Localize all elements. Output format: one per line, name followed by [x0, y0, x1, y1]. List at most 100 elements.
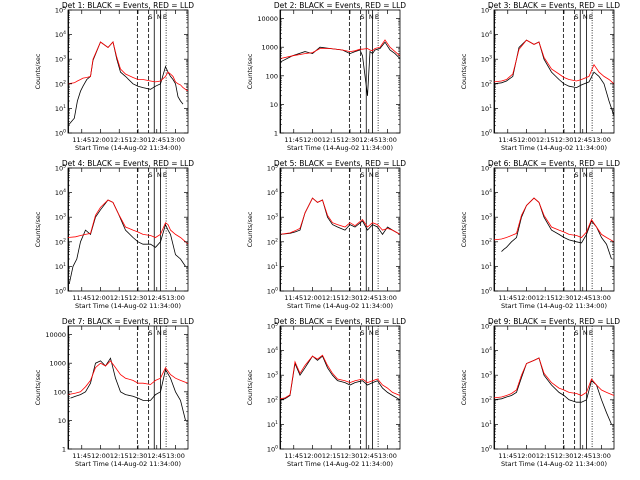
y-tick-label: 10000 — [257, 15, 278, 23]
x-tick-label: 13:00 — [378, 294, 397, 302]
y-tick-label: 103 — [481, 213, 492, 222]
y-tick-label: 100 — [481, 129, 492, 138]
x-tick-label: 13:00 — [592, 452, 611, 460]
marker-label: E — [375, 329, 379, 337]
y-tick-label: 101 — [481, 420, 492, 429]
marker-label: N — [583, 329, 588, 337]
detector-panel-9: S N E Det 9: BLACK = Events, RED = LLD 11:45… — [460, 317, 620, 468]
x-tick-label: 12:00 — [303, 294, 322, 302]
marker-label: N — [583, 13, 588, 21]
y-tick-label: 102 — [267, 237, 278, 246]
x-tick-label: 12:15 — [110, 452, 129, 460]
y-tick-label: 10000 — [45, 331, 66, 339]
panel-title: Det 8: BLACK = Events, RED = LLD — [274, 317, 406, 326]
y-axis-label: Counts/sec — [34, 53, 42, 89]
plot-frame — [279, 9, 401, 134]
y-tick-label: 105 — [55, 164, 66, 173]
plot-frame — [67, 167, 189, 292]
y-axis-label: Counts/sec — [246, 369, 254, 405]
y-tick-label: 100 — [267, 445, 278, 454]
y-axis-label: Counts/sec — [246, 211, 254, 247]
y-axis-label: Counts/sec — [460, 369, 468, 405]
marker-label: N — [157, 171, 162, 179]
marker-label: E — [375, 13, 379, 21]
x-axis-label: Start Time (14-Aug-02 11:34:00) — [75, 144, 181, 152]
events-series-line — [493, 357, 612, 425]
detector-panel-5: S N E Det 5: BLACK = Events, RED = LLD 11:45… — [246, 159, 406, 310]
y-tick-label: 103 — [481, 371, 492, 380]
x-tick-label: 12:00 — [517, 294, 536, 302]
y-tick-label: 104 — [55, 30, 66, 39]
marker-label: S — [148, 171, 152, 179]
detector-panel-6: S N E Det 6: BLACK = Events, RED = LLD 11:45… — [460, 159, 620, 310]
lld-series-line — [67, 360, 189, 395]
x-tick-label: 12:15 — [322, 452, 341, 460]
marker-label: E — [589, 329, 593, 337]
x-axis-label: Start Time (14-Aug-02 11:34:00) — [75, 460, 181, 468]
y-tick-label: 10 — [270, 101, 278, 109]
events-series-line — [279, 355, 401, 401]
x-tick-label: 12:15 — [536, 294, 555, 302]
x-tick-label: 12:45 — [359, 294, 378, 302]
x-tick-label: 12:30 — [341, 136, 360, 144]
detector-panel-4: S N E Det 4: BLACK = Events, RED = LLD 11:45… — [34, 159, 194, 310]
x-tick-label: 12:00 — [91, 294, 110, 302]
y-tick-label: 105 — [267, 322, 278, 331]
x-tick-label: 12:00 — [303, 136, 322, 144]
x-tick-label: 11:45 — [284, 136, 303, 144]
x-tick-label: 11:45 — [498, 136, 517, 144]
x-tick-label: 13:00 — [378, 452, 397, 460]
y-axis-label: Counts/sec — [460, 211, 468, 247]
panel-title: Det 7: BLACK = Events, RED = LLD — [62, 317, 194, 326]
detector-panel-8: S N E Det 8: BLACK = Events, RED = LLD 11:45… — [246, 317, 406, 468]
y-tick-label: 1 — [62, 446, 66, 454]
x-tick-label: 12:45 — [573, 136, 592, 144]
plot-frame — [67, 9, 189, 134]
y-tick-label: 100 — [55, 129, 66, 138]
y-tick-label: 1000 — [49, 360, 66, 368]
x-tick-label: 12:00 — [517, 452, 536, 460]
detector-panel-3: S N E Det 3: BLACK = Events, RED = LLD 11:45… — [460, 1, 620, 152]
lld-series-line — [67, 41, 189, 92]
x-tick-label: 12:45 — [573, 294, 592, 302]
marker-label: S — [360, 171, 364, 179]
y-tick-label: 101 — [267, 420, 278, 429]
x-tick-label: 13:00 — [166, 452, 185, 460]
marker-label: S — [360, 329, 364, 337]
x-axis-label: Start Time (14-Aug-02 11:34:00) — [501, 460, 607, 468]
lld-series-line — [493, 357, 615, 399]
y-tick-label: 101 — [267, 262, 278, 271]
events-series-line — [67, 41, 184, 126]
events-series-line — [493, 39, 615, 116]
x-tick-label: 12:15 — [322, 136, 341, 144]
panel-title: Det 6: BLACK = Events, RED = LLD — [488, 159, 620, 168]
panel-title: Det 5: BLACK = Events, RED = LLD — [274, 159, 406, 168]
lld-series-line — [279, 39, 401, 59]
x-tick-label: 12:30 — [555, 294, 574, 302]
y-tick-label: 105 — [267, 164, 278, 173]
y-tick-label: 10 — [58, 417, 66, 425]
x-tick-label: 12:45 — [573, 452, 592, 460]
x-tick-label: 11:45 — [72, 452, 91, 460]
x-tick-label: 11:45 — [284, 452, 303, 460]
marker-label: E — [589, 13, 593, 21]
plot-frame — [279, 167, 401, 292]
x-tick-label: 11:45 — [72, 294, 91, 302]
panel-title: Det 3: BLACK = Events, RED = LLD — [488, 1, 620, 10]
y-tick-label: 103 — [267, 371, 278, 380]
y-tick-label: 102 — [481, 79, 492, 88]
x-tick-label: 12:15 — [110, 294, 129, 302]
y-tick-label: 102 — [55, 79, 66, 88]
y-tick-label: 100 — [481, 445, 492, 454]
x-tick-label: 13:00 — [378, 136, 397, 144]
x-tick-label: 12:00 — [517, 136, 536, 144]
x-axis-label: Start Time (14-Aug-02 11:34:00) — [75, 302, 181, 310]
y-tick-label: 100 — [55, 287, 66, 296]
plot-frame — [493, 167, 615, 292]
panel-title: Det 1: BLACK = Events, RED = LLD — [62, 1, 194, 10]
x-tick-label: 12:00 — [303, 452, 322, 460]
y-tick-label: 102 — [55, 237, 66, 246]
y-tick-label: 102 — [481, 395, 492, 404]
y-tick-label: 101 — [55, 262, 66, 271]
lld-series-line — [67, 199, 189, 245]
